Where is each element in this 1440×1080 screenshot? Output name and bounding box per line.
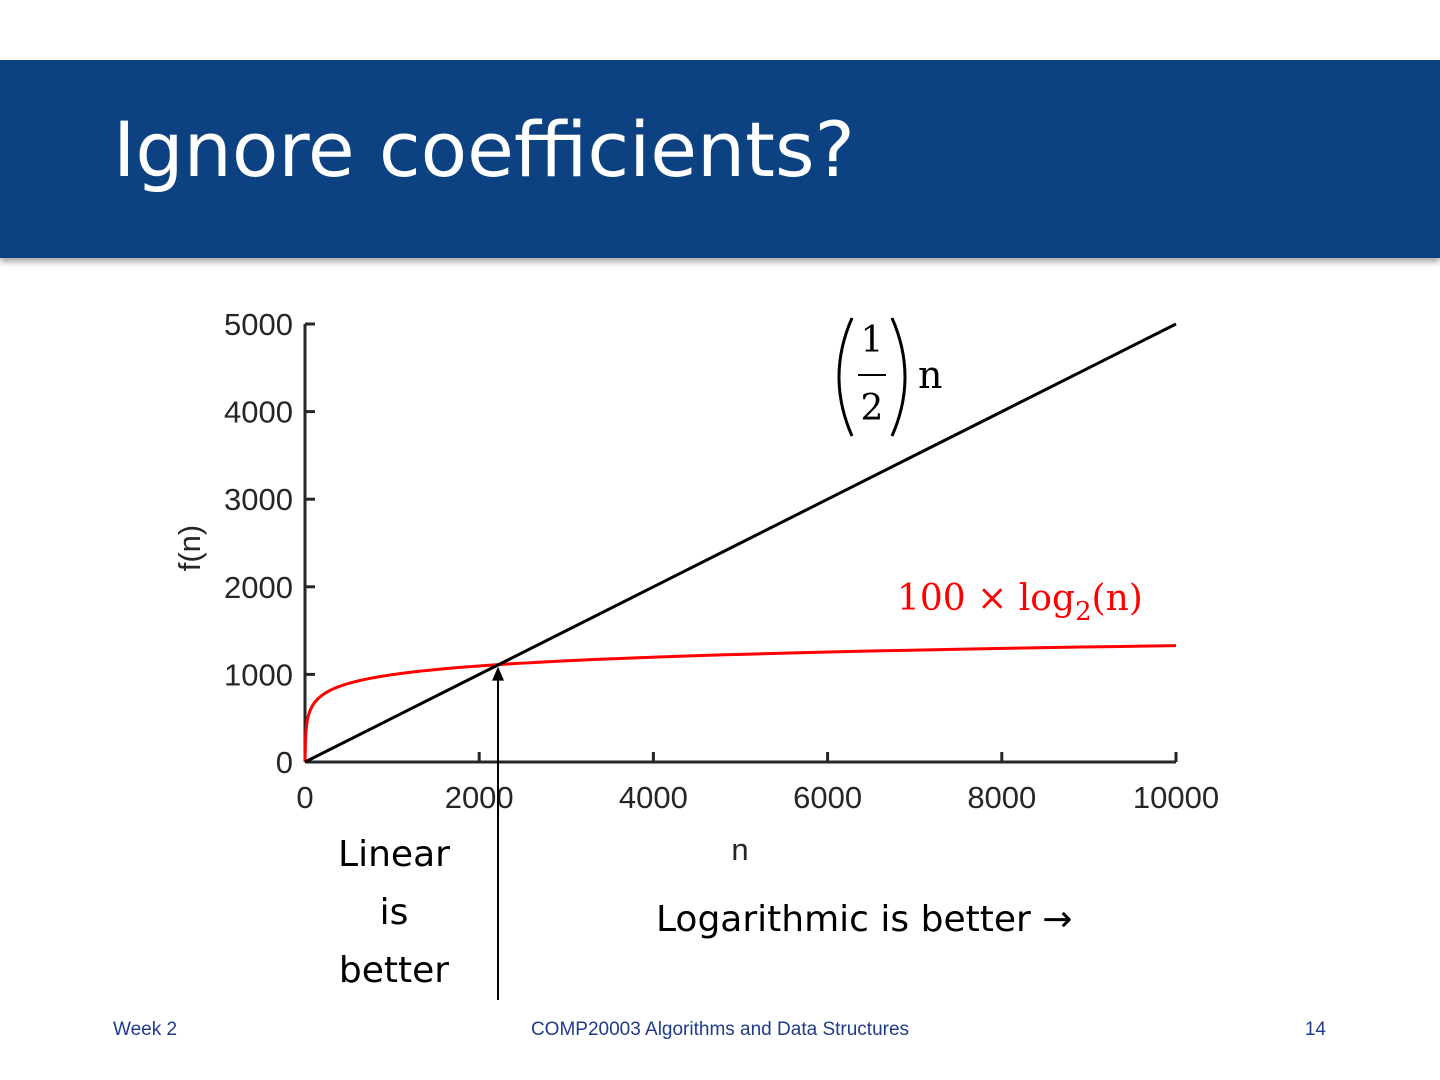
title-bar: [0, 60, 1440, 258]
right-paren: [890, 317, 907, 437]
x-tick-label: 2000: [445, 780, 514, 815]
label-variable: n: [918, 353, 942, 397]
tick-group: [303, 322, 1178, 764]
log-series-label: 100 × log2(n): [897, 578, 1143, 627]
linear-series-label: 1 2 n: [837, 317, 942, 437]
label-fraction-denominator: 2: [861, 388, 884, 429]
footer-page-number: 14: [1304, 1019, 1326, 1040]
left-paren: [837, 317, 854, 437]
y-tick-label: 4000: [224, 395, 293, 430]
y-tick-label: 1000: [224, 657, 293, 692]
footer-week: Week 2: [113, 1019, 178, 1040]
tick-label-group: 0 2000 4000 6000 8000 10000 0 1000 2000 3000 4000 5…: [224, 307, 1219, 815]
x-tick-label: 0: [296, 780, 313, 815]
x-axis-label: n: [731, 832, 748, 867]
label-fraction-numerator: 1: [861, 320, 884, 361]
slide-title: Ignore coefficients?: [113, 105, 855, 194]
linear-note-line: Linear: [338, 834, 450, 875]
footer-course: COMP20003 Algorithms and Data Structures: [530, 1019, 910, 1040]
series-line-linear: [304, 322, 1177, 764]
x-tick-label: 4000: [619, 780, 688, 815]
log-label-subscript: 2: [1075, 597, 1092, 627]
y-tick-label: 3000: [224, 482, 293, 517]
y-axis-label: f(n): [172, 525, 207, 572]
y-tick-label: 5000: [224, 307, 293, 342]
log-label-argument: (n): [1092, 578, 1143, 619]
x-tick-label: 10000: [1133, 780, 1219, 815]
linear-note-line: is: [379, 892, 409, 933]
y-tick-label: 2000: [224, 570, 293, 605]
linear-note-line: better: [338, 950, 450, 991]
y-tick-label: 0: [276, 745, 293, 780]
log-better-note: Logarithmic is better →: [656, 899, 1073, 940]
log-label-main: 100 × log: [897, 578, 1075, 619]
x-tick-label: 8000: [967, 780, 1036, 815]
series-line-log: [303, 644, 1177, 762]
crossover-arrow-head: [492, 666, 505, 681]
x-tick-label: 6000: [793, 780, 862, 815]
linear-better-note: Linear is better: [318, 826, 470, 1000]
